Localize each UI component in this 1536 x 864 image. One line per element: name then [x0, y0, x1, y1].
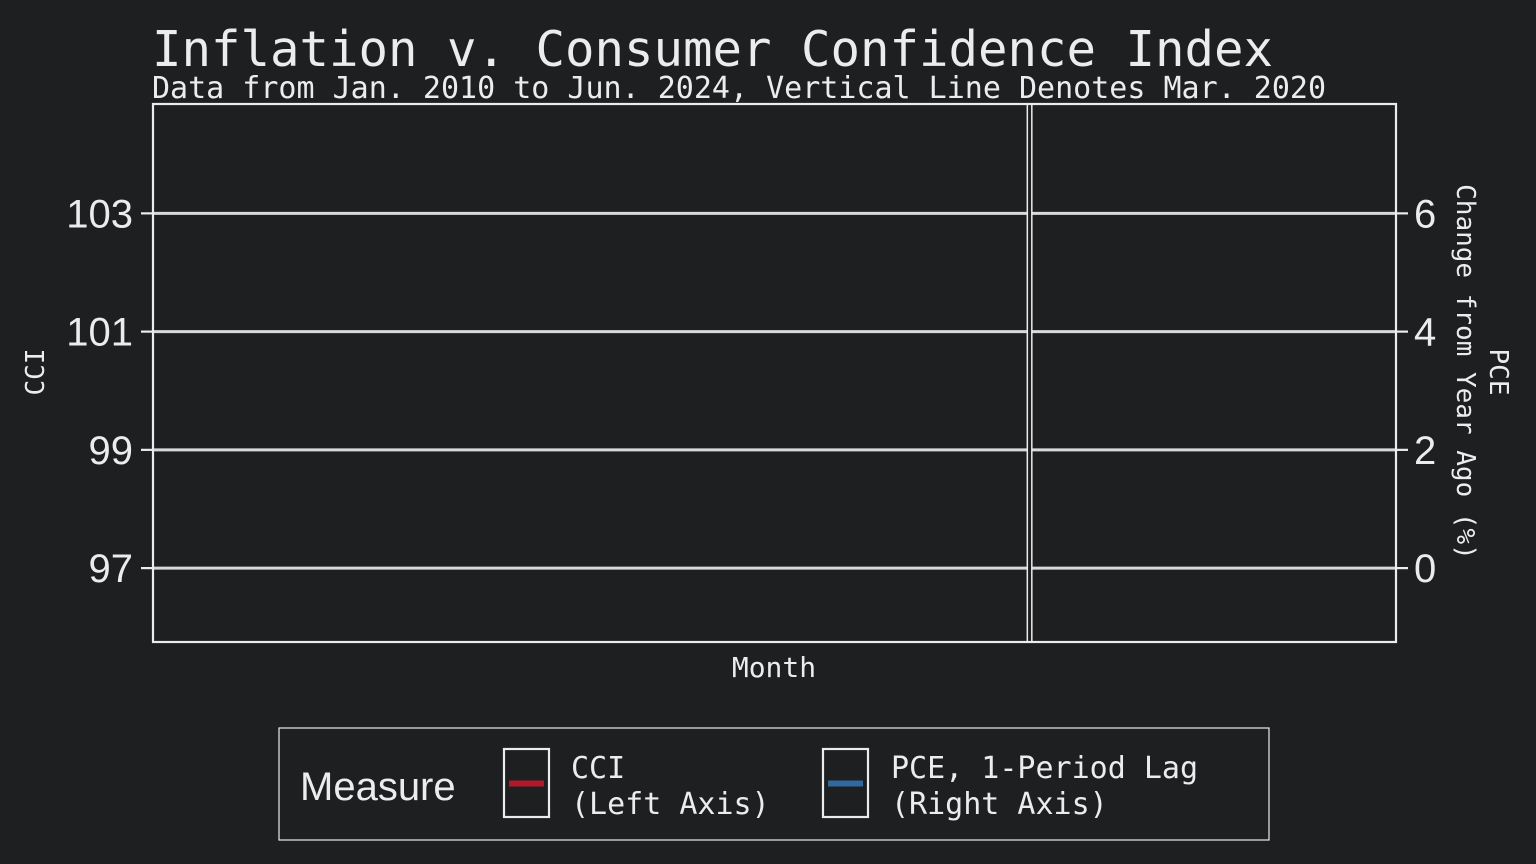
legend-cci-label-line2: (Left Axis) [571, 787, 770, 822]
left-tick-label: 99 [89, 429, 134, 473]
y-axis-right-label-line1: PCE [1483, 349, 1513, 396]
left-tick-label: 101 [66, 311, 133, 355]
axis-ticks: 97 99 101 103 0 2 4 6 [66, 192, 1436, 591]
left-tick-label: 103 [66, 192, 133, 236]
plot-border [151, 102, 1398, 644]
legend-key-pce [821, 747, 870, 819]
left-tick-label: 97 [89, 547, 134, 591]
y-axis-left-label: CCI [21, 349, 51, 396]
right-tick-label: 2 [1414, 429, 1436, 473]
legend-pce-label-line1: PCE, 1-Period Lag [891, 751, 1198, 786]
legend-cci-label-line1: CCI [571, 751, 625, 786]
y-axis-right-label-line2: Change from Year Ago (%) [1450, 184, 1480, 560]
legend-title: Measure [300, 765, 456, 809]
right-tick-label: 4 [1414, 311, 1436, 355]
x-axis-label: Month [732, 651, 816, 684]
chart-subtitle: Data from Jan. 2010 to Jun. 2024, Vertic… [152, 71, 1326, 106]
chart-title: Inflation v. Consumer Confidence Index [152, 21, 1273, 78]
legend: Measure CCI (Left Axis) PCE, 1-Period La… [278, 727, 1270, 841]
legend-key-cci [502, 747, 551, 819]
legend-box [278, 727, 1270, 841]
legend-pce-label-line2: (Right Axis) [891, 787, 1108, 822]
plot-area [151, 102, 1398, 644]
right-tick-label: 0 [1414, 547, 1436, 591]
right-tick-label: 6 [1414, 192, 1436, 236]
